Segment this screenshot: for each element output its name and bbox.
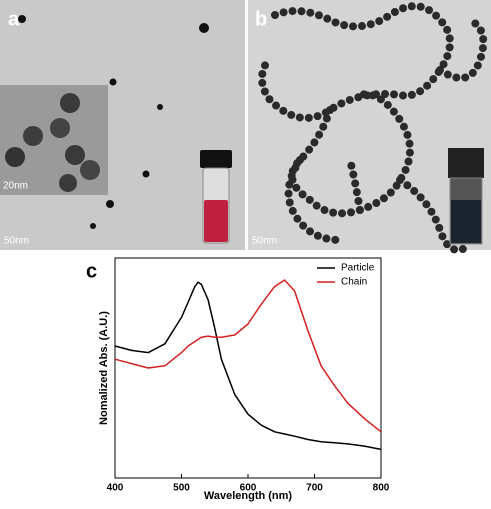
scale-bar-label: 20nm [3,181,28,192]
plot-frame [114,257,382,479]
y-axis-title: Nomalized Abs. (A.U.) [98,311,110,425]
x-axis-title: Wavelength (nm) [204,490,293,502]
x-tick-label: 500 [173,483,190,494]
scale-bar-label: 50nm [252,236,277,247]
legend-label: Particle [341,263,375,274]
x-tick-label: 400 [107,483,124,494]
panel-label: b [255,8,267,30]
data-line [114,281,382,451]
scale-bar-label: 50nm [4,236,29,247]
x-tick-label: 800 [373,483,390,494]
legend-label: Chain [341,277,367,288]
panel-label: c [86,260,97,282]
x-tick-label: 600 [240,483,257,494]
x-tick-label: 700 [306,483,323,494]
data-line [114,279,382,433]
panel-label: a [8,8,20,30]
panel-b-image [248,0,491,254]
panel-a-image [0,0,245,250]
